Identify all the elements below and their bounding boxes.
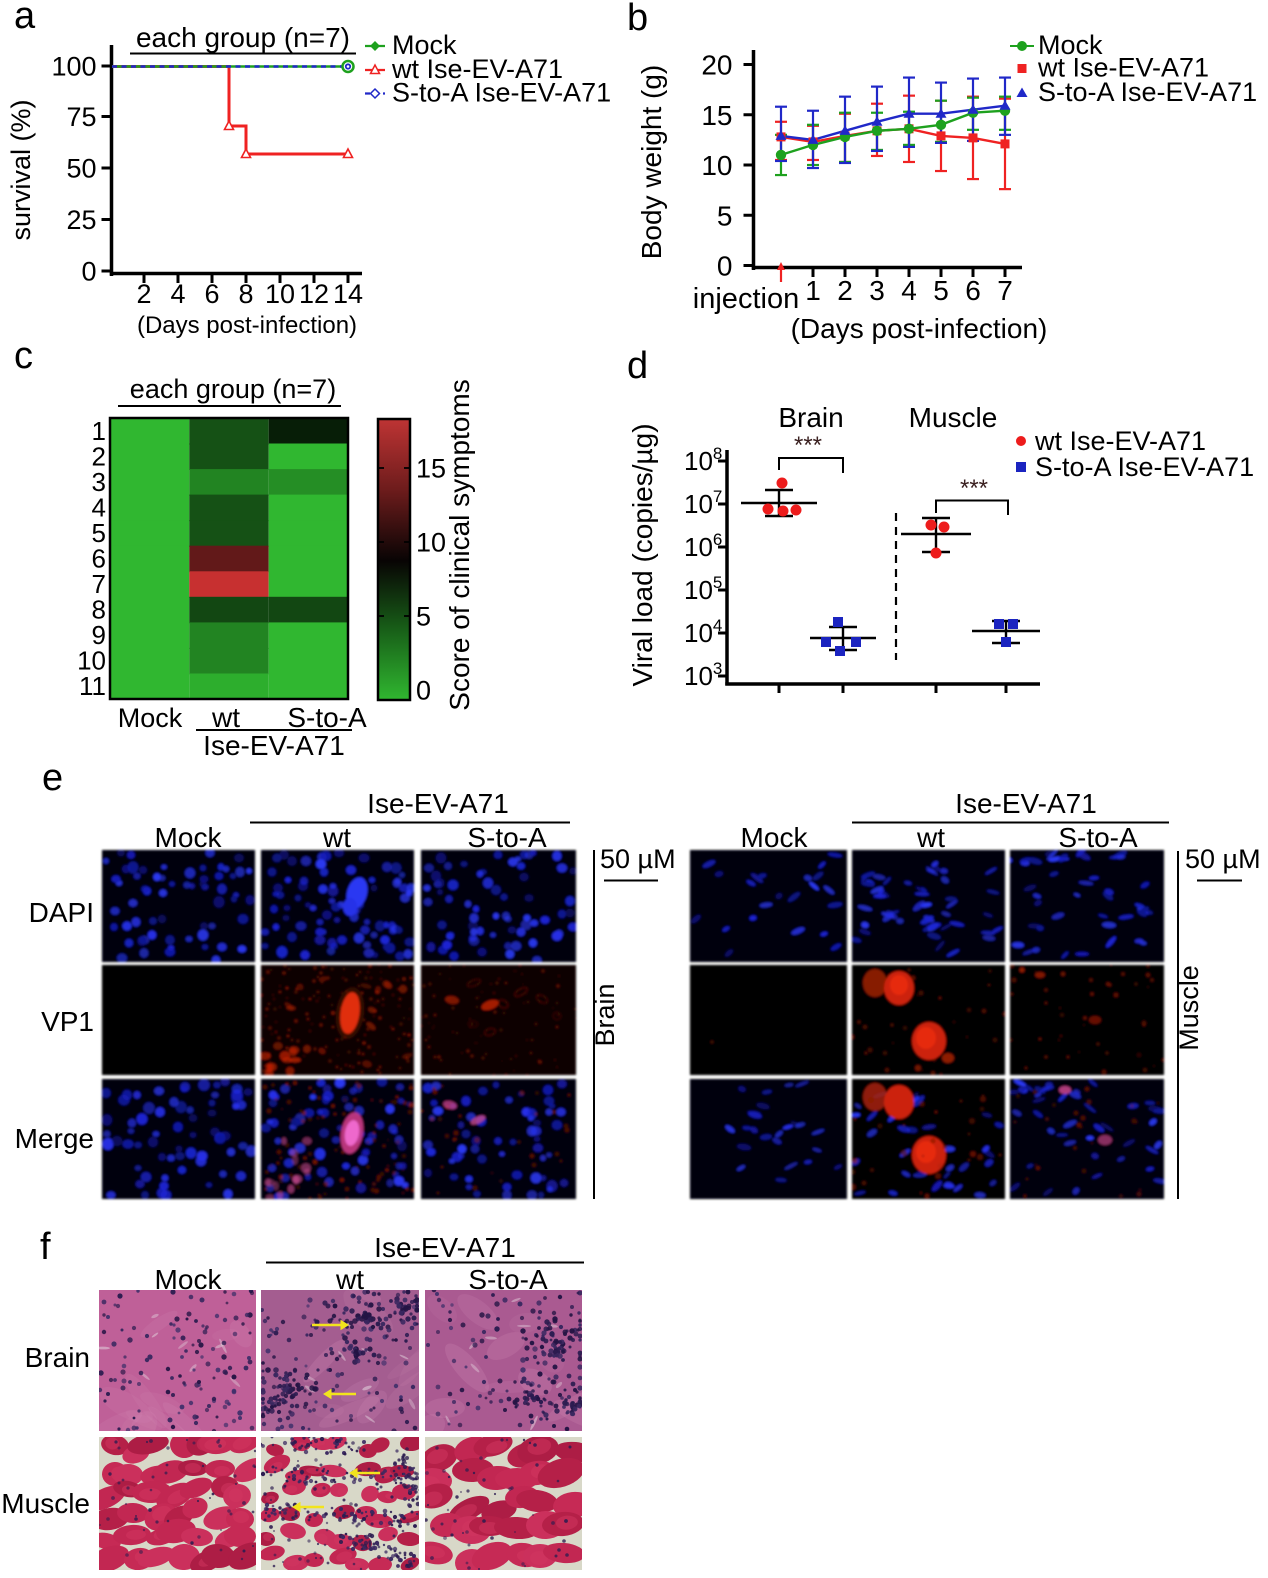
svg-text:c: c — [14, 335, 33, 377]
svg-text:S-to-A: S-to-A — [467, 822, 547, 853]
svg-text:S-to-A Ise-EV-A71: S-to-A Ise-EV-A71 — [392, 78, 611, 108]
svg-text:e: e — [42, 757, 63, 799]
svg-text:Body weight (g): Body weight (g) — [636, 65, 667, 260]
svg-text:b: b — [627, 0, 648, 39]
svg-text:injection: injection — [693, 283, 799, 315]
svg-text:Muscle: Muscle — [1, 1488, 90, 1519]
svg-text:d: d — [627, 345, 648, 387]
svg-text:wt: wt — [211, 702, 240, 733]
svg-text:7: 7 — [92, 569, 106, 599]
svg-text:50: 50 — [66, 154, 96, 184]
svg-text:***: *** — [794, 432, 822, 459]
svg-text:2: 2 — [837, 275, 853, 306]
svg-text:0: 0 — [81, 257, 96, 287]
svg-text:3: 3 — [869, 275, 885, 306]
svg-text:wt Ise-EV-A71: wt Ise-EV-A71 — [1034, 426, 1206, 456]
svg-text:5: 5 — [933, 275, 949, 306]
svg-text:10: 10 — [701, 150, 732, 181]
svg-text:Ise-EV-A71: Ise-EV-A71 — [955, 788, 1097, 819]
svg-text:100: 100 — [51, 52, 96, 82]
svg-text:10: 10 — [416, 528, 446, 558]
svg-text:Merge: Merge — [15, 1123, 94, 1154]
svg-text:1: 1 — [805, 275, 821, 306]
svg-text:f: f — [40, 1226, 51, 1268]
svg-text:***: *** — [960, 475, 988, 502]
svg-text:wt Ise-EV-A71: wt Ise-EV-A71 — [1037, 53, 1209, 83]
svg-text:15: 15 — [416, 454, 446, 484]
svg-text:VP1: VP1 — [41, 1006, 94, 1037]
svg-text:14: 14 — [333, 279, 363, 309]
svg-text:4: 4 — [92, 492, 106, 522]
svg-text:0: 0 — [717, 251, 733, 282]
svg-text:Mock: Mock — [1038, 30, 1103, 60]
svg-text:S-to-A: S-to-A — [287, 702, 367, 733]
svg-text:4: 4 — [170, 279, 185, 309]
svg-text:wt: wt — [916, 822, 945, 853]
svg-text:4: 4 — [901, 275, 917, 306]
svg-text:Mock: Mock — [155, 1264, 223, 1295]
svg-text:5: 5 — [717, 200, 733, 231]
svg-text:Mock: Mock — [392, 30, 457, 60]
svg-text:6: 6 — [204, 279, 219, 309]
svg-text:3: 3 — [92, 467, 106, 497]
svg-text:2: 2 — [92, 441, 106, 471]
svg-text:Score of clinical symptoms: Score of clinical symptoms — [444, 379, 475, 710]
svg-text:Brain: Brain — [778, 402, 843, 433]
svg-text:Ise-EV-A71: Ise-EV-A71 — [367, 788, 509, 819]
svg-text:20: 20 — [701, 50, 732, 81]
svg-text:wt: wt — [335, 1264, 364, 1295]
svg-text:Viral load (copies/µg): Viral load (copies/µg) — [627, 423, 658, 686]
svg-text:Ise-EV-A71: Ise-EV-A71 — [374, 1232, 516, 1263]
svg-text:50 µM: 50 µM — [1185, 844, 1261, 874]
svg-text:1: 1 — [92, 416, 106, 446]
svg-text:10: 10 — [265, 279, 295, 309]
svg-text:(Days post-infection): (Days post-infection) — [137, 312, 357, 339]
svg-text:6: 6 — [965, 275, 981, 306]
svg-text:11: 11 — [79, 671, 106, 701]
svg-text:7: 7 — [997, 275, 1013, 306]
svg-text:5: 5 — [92, 518, 106, 548]
svg-text:Mock: Mock — [741, 822, 809, 853]
svg-text:(Days post-infection): (Days post-infection) — [791, 313, 1048, 344]
svg-text:DAPI: DAPI — [29, 897, 94, 928]
svg-text:S-to-A: S-to-A — [468, 1264, 548, 1295]
svg-text:8: 8 — [92, 595, 106, 625]
svg-text:Mock: Mock — [118, 703, 183, 733]
svg-text:75: 75 — [66, 102, 96, 132]
svg-text:Brain: Brain — [590, 983, 620, 1046]
svg-text:12: 12 — [299, 279, 329, 309]
svg-text:each group (n=7): each group (n=7) — [136, 22, 350, 53]
svg-text:Mock: Mock — [155, 822, 223, 853]
svg-text:Muscle: Muscle — [909, 402, 998, 433]
svg-text:15: 15 — [701, 100, 732, 131]
svg-text:wt Ise-EV-A71: wt Ise-EV-A71 — [391, 54, 563, 84]
svg-text:5: 5 — [416, 602, 431, 632]
svg-text:Brain: Brain — [25, 1342, 90, 1373]
svg-text:50 µM: 50 µM — [600, 844, 676, 874]
svg-text:S-to-A Ise-EV-A71: S-to-A Ise-EV-A71 — [1038, 77, 1257, 107]
svg-text:a: a — [14, 0, 36, 37]
svg-text:Muscle: Muscle — [1174, 965, 1204, 1051]
svg-text:0: 0 — [416, 676, 431, 706]
svg-text:survival (%): survival (%) — [6, 99, 36, 240]
svg-text:25: 25 — [66, 205, 96, 235]
svg-text:9: 9 — [92, 620, 106, 650]
svg-text:Ise-EV-A71: Ise-EV-A71 — [203, 730, 345, 761]
svg-text:6: 6 — [92, 544, 106, 574]
svg-text:S-to-A Ise-EV-A71: S-to-A Ise-EV-A71 — [1035, 452, 1254, 482]
svg-text:8: 8 — [238, 279, 253, 309]
svg-text:10: 10 — [77, 646, 106, 676]
svg-text:each group (n=7): each group (n=7) — [130, 374, 336, 404]
svg-text:S-to-A: S-to-A — [1058, 822, 1138, 853]
svg-text:wt: wt — [322, 822, 351, 853]
svg-text:2: 2 — [136, 279, 151, 309]
